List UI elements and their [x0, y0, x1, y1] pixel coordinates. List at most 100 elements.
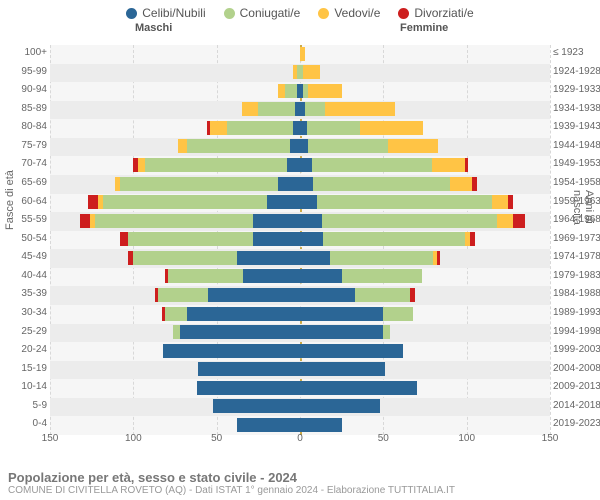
- bar-female: [300, 139, 308, 153]
- bar-male: [103, 195, 266, 209]
- y-label-birth: 1954-1958: [553, 177, 600, 188]
- bar-male: [258, 102, 295, 116]
- bar-male: [133, 158, 138, 172]
- bar-male: [98, 195, 103, 209]
- y-label-birth: 1969-1973: [553, 233, 600, 244]
- bar-female: [308, 139, 388, 153]
- y-label-birth: 1924-1928: [553, 66, 600, 77]
- y-label-birth: 2014-2018: [553, 400, 600, 411]
- bar-female: [355, 288, 410, 302]
- bar-female: [308, 84, 341, 98]
- y-label-birth: 1929-1933: [553, 84, 600, 95]
- legend-item: Celibi/Nubili: [126, 6, 205, 20]
- legend-label: Divorziati/e: [414, 6, 473, 20]
- bar-male: [138, 158, 145, 172]
- bar-male: [198, 362, 300, 376]
- bar-male: [290, 139, 300, 153]
- bar-male: [278, 177, 300, 191]
- y-label-age: 15-19: [0, 363, 47, 374]
- y-label-age: 35-39: [0, 288, 47, 299]
- bar-female: [300, 269, 342, 283]
- bar-female: [300, 288, 355, 302]
- bar-male: [165, 307, 187, 321]
- column-headers: Maschi Femmine: [0, 22, 600, 38]
- y-label-age: 10-14: [0, 381, 47, 392]
- bar-female: [360, 121, 423, 135]
- bar-female: [300, 177, 313, 191]
- bar-male: [237, 251, 300, 265]
- y-label-birth: 1999-2003: [553, 344, 600, 355]
- y-label-age: 80-84: [0, 121, 47, 132]
- x-tick-label: 100: [458, 433, 475, 444]
- y-label-birth: 1934-1938: [553, 103, 600, 114]
- pyramid-row: [50, 286, 550, 305]
- bar-female: [513, 214, 525, 228]
- bar-male: [115, 177, 120, 191]
- legend-swatch: [126, 8, 137, 19]
- bar-male: [287, 158, 300, 172]
- bar-male: [168, 269, 243, 283]
- bar-male: [293, 121, 300, 135]
- legend: Celibi/NubiliConiugati/eVedovi/eDivorzia…: [0, 0, 600, 22]
- y-label-birth: 1989-1993: [553, 307, 600, 318]
- y-label-birth: 1994-1998: [553, 326, 600, 337]
- bar-male: [173, 325, 180, 339]
- y-label-age: 85-89: [0, 103, 47, 114]
- y-label-birth: 1984-1988: [553, 288, 600, 299]
- bar-female: [432, 158, 465, 172]
- bar-female: [300, 399, 380, 413]
- y-label-age: 55-59: [0, 214, 47, 225]
- bar-female: [300, 251, 330, 265]
- y-label-age: 90-94: [0, 84, 47, 95]
- x-tick-label: 0: [297, 433, 303, 444]
- bar-female: [325, 102, 395, 116]
- y-label-birth: 1959-1963: [553, 196, 600, 207]
- y-label-birth: ≤ 1923: [553, 47, 600, 58]
- y-label-birth: 1979-1983: [553, 270, 600, 281]
- pyramid-row: [50, 324, 550, 343]
- bar-male: [155, 288, 158, 302]
- bar-female: [300, 158, 312, 172]
- bar-male: [178, 139, 186, 153]
- header-male: Maschi: [135, 22, 172, 34]
- y-label-age: 100+: [0, 47, 47, 58]
- bar-female: [300, 418, 342, 432]
- bar-male: [197, 381, 300, 395]
- bar-male: [285, 84, 297, 98]
- bar-male: [253, 232, 300, 246]
- bar-male: [227, 121, 294, 135]
- pyramid-row: [50, 379, 550, 398]
- y-label-age: 5-9: [0, 400, 47, 411]
- y-label-birth: 2019-2023: [553, 418, 600, 429]
- y-label-birth: 2009-2013: [553, 381, 600, 392]
- bar-male: [133, 251, 236, 265]
- bar-male: [128, 232, 253, 246]
- bar-female: [300, 214, 322, 228]
- bar-female: [313, 177, 450, 191]
- footer-title: Popolazione per età, sesso e stato civil…: [8, 470, 592, 485]
- bar-female: [300, 195, 317, 209]
- pyramid-row: [50, 361, 550, 380]
- bar-female: [383, 325, 390, 339]
- bar-male: [145, 158, 287, 172]
- bar-female: [300, 325, 383, 339]
- legend-item: Divorziati/e: [398, 6, 473, 20]
- y-label-birth: 1949-1953: [553, 158, 600, 169]
- x-tick-label: 150: [542, 433, 559, 444]
- legend-swatch: [224, 8, 235, 19]
- pyramid-row: [50, 175, 550, 194]
- y-label-birth: 1964-1968: [553, 214, 600, 225]
- bar-male: [163, 344, 300, 358]
- bar-male: [278, 84, 285, 98]
- y-label-age: 60-64: [0, 196, 47, 207]
- pyramid-row: [50, 342, 550, 361]
- footer-subtitle: COMUNE DI CIVITELLA ROVETO (AQ) - Dati I…: [8, 485, 592, 496]
- bar-male: [128, 251, 133, 265]
- bar-male: [187, 139, 290, 153]
- legend-label: Coniugati/e: [240, 6, 301, 20]
- y-label-age: 65-69: [0, 177, 47, 188]
- y-label-age: 25-29: [0, 326, 47, 337]
- pyramid-row: [50, 268, 550, 287]
- bar-male: [210, 121, 227, 135]
- pyramid-row: [50, 138, 550, 157]
